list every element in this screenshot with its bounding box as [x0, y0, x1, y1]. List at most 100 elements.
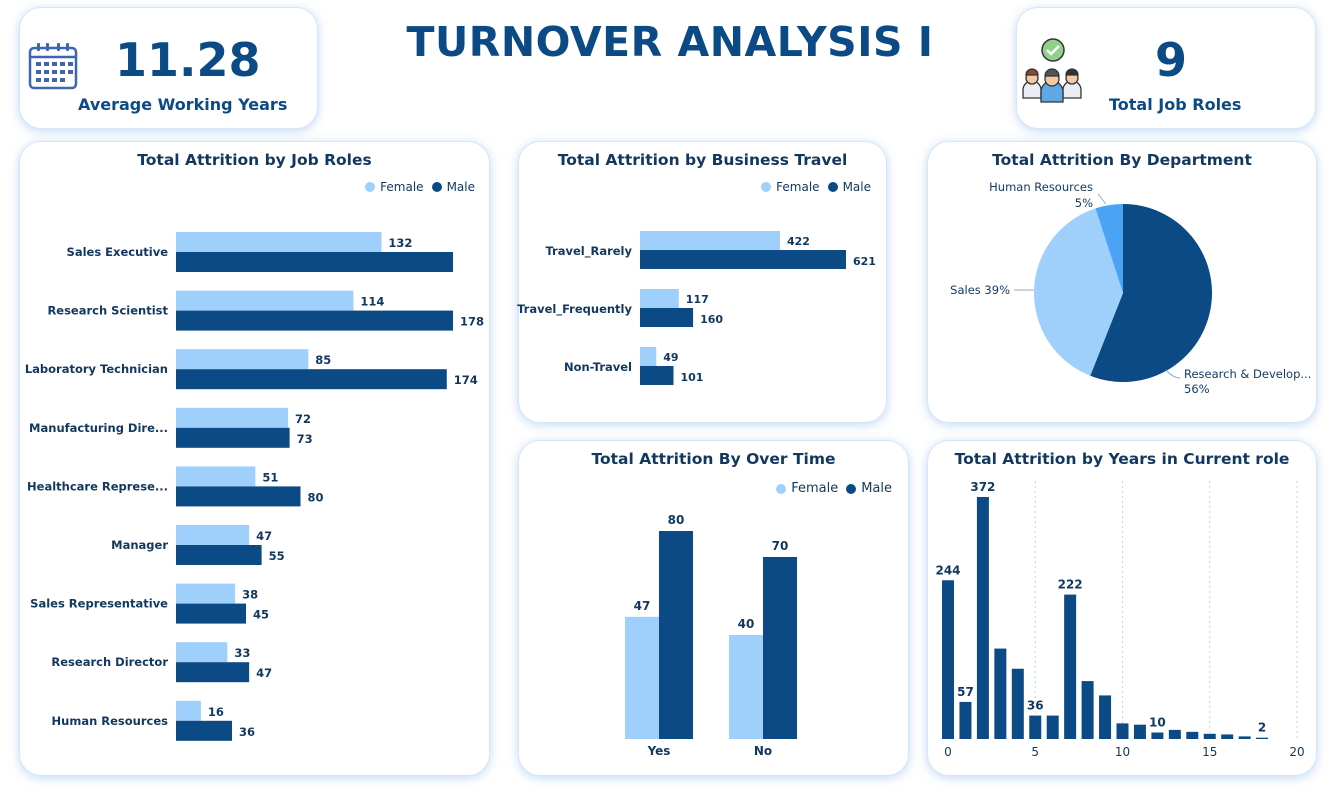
calendar-icon	[28, 42, 78, 90]
legend-male-swatch	[846, 483, 857, 494]
bar-years	[976, 497, 989, 739]
bar-male	[176, 486, 301, 507]
category-label: Travel_Frequently	[517, 302, 632, 317]
data-label: 372	[970, 480, 995, 494]
data-label-male: 73	[297, 432, 313, 446]
bar-male	[176, 545, 262, 565]
bar-years	[1238, 736, 1251, 739]
bar-years	[994, 648, 1007, 739]
legend-female-swatch	[776, 483, 787, 494]
x-tick-label: 20	[1289, 745, 1304, 759]
chart-title-job-roles: Total Attrition by Job Roles	[137, 151, 372, 169]
data-label-female: 422	[787, 235, 810, 248]
x-tick-label: No	[754, 744, 772, 758]
kpi-card-job-roles: 9 Total Job Roles	[1016, 7, 1316, 129]
leader-line	[1165, 369, 1181, 379]
data-label-female: 49	[663, 351, 678, 364]
bar-female	[176, 525, 250, 545]
bar-male	[640, 366, 674, 385]
bar-female	[176, 407, 289, 428]
bar-female	[640, 347, 657, 366]
legend-male-label: Male	[446, 180, 475, 194]
category-label: Sales Representative	[30, 597, 168, 611]
bar-male	[659, 531, 693, 739]
bar-years	[1186, 731, 1199, 739]
category-label: Research Scientist	[47, 304, 168, 318]
category-label: Manager	[111, 538, 168, 552]
bar-female	[625, 616, 659, 739]
legend-female-label: Female	[380, 180, 424, 194]
data-label: 10	[1149, 715, 1166, 729]
slice-percent: 5%	[1075, 196, 1093, 210]
bar-female	[176, 466, 256, 487]
slice-label: Human Resources	[989, 180, 1093, 194]
data-label-female: 38	[242, 588, 258, 602]
data-label-female: 40	[738, 617, 755, 631]
bar-years	[1256, 737, 1269, 739]
card-attrition-job-roles: Total Attrition by Job Roles Female Male…	[19, 141, 490, 776]
data-label-female: 85	[315, 353, 331, 367]
bar-male	[176, 720, 233, 741]
bar-male	[176, 603, 247, 624]
pie-slice	[1034, 208, 1123, 376]
x-tick-label: Yes	[647, 744, 671, 758]
legend-over-time[interactable]: Female Male	[776, 481, 892, 496]
pie-slice	[1095, 204, 1123, 293]
bar-female	[176, 290, 354, 311]
bar-male	[640, 308, 694, 327]
data-label-male: 70	[772, 539, 789, 553]
data-label-male: 160	[700, 313, 723, 326]
bar-female	[176, 642, 228, 663]
x-tick-label: 0	[944, 745, 952, 759]
chart-over-time: 47 80 Yes 40 70 No	[625, 513, 797, 758]
bar-years	[1064, 594, 1077, 739]
bar-years	[1168, 729, 1181, 739]
legend-male-swatch	[827, 182, 838, 192]
category-label: Laboratory Technician	[25, 362, 168, 376]
pie-slice	[1090, 204, 1212, 382]
data-label: 57	[957, 685, 974, 699]
chart-title-over-time: Total Attrition By Over Time	[591, 450, 836, 468]
card-attrition-business-travel: Total Attrition by Business Travel Femal…	[517, 141, 887, 423]
bar-female	[176, 583, 236, 604]
chart-title-years-role: Total Attrition by Years in Current role	[954, 450, 1290, 468]
data-label-male: 45	[253, 608, 269, 622]
kpi-value-job-roles: 9	[1155, 33, 1188, 87]
category-label: Research Director	[51, 655, 168, 669]
data-label-female: 117	[686, 293, 709, 306]
legend-male-swatch	[431, 182, 442, 192]
chart-title-business-travel: Total Attrition by Business Travel	[557, 151, 848, 169]
legend-job-roles[interactable]: Female Male	[365, 180, 475, 194]
card-attrition-years-role: Total Attrition by Years in Current role…	[927, 440, 1317, 776]
legend-male-label: Male	[861, 481, 892, 496]
chart-business-travel: Travel_Rarely 422 621 Travel_Frequently 117 1…	[517, 231, 876, 385]
bar-years	[1116, 723, 1129, 739]
slice-percent: 56%	[1184, 382, 1210, 396]
bar-years	[1133, 724, 1146, 739]
data-label-male: 47	[256, 666, 272, 680]
bar-female	[640, 289, 679, 308]
data-label-male: 178	[460, 315, 484, 329]
data-label-male: 55	[269, 549, 285, 563]
card-attrition-department: Total Attrition By Department Research &…	[927, 141, 1317, 423]
data-label-female: 132	[388, 236, 412, 250]
legend-female-label: Female	[776, 180, 820, 194]
bar-years	[959, 701, 972, 739]
bar-years	[1221, 734, 1234, 739]
bar-years	[1151, 732, 1164, 739]
bar-years	[1011, 668, 1024, 739]
data-label-female: 114	[360, 295, 384, 309]
legend-business-travel[interactable]: Female Male	[761, 180, 871, 194]
bar-female	[176, 232, 382, 252]
bar-male	[176, 427, 290, 448]
data-label-female: 47	[634, 599, 651, 613]
bar-male	[763, 557, 797, 739]
data-label-female: 47	[256, 529, 272, 543]
category-label: Manufacturing Dire...	[29, 421, 168, 435]
bar-female	[640, 231, 780, 250]
bar-years	[1081, 681, 1094, 739]
legend-female-label: Female	[791, 481, 839, 496]
legend-female-swatch	[761, 182, 772, 192]
bar-female	[729, 635, 763, 739]
